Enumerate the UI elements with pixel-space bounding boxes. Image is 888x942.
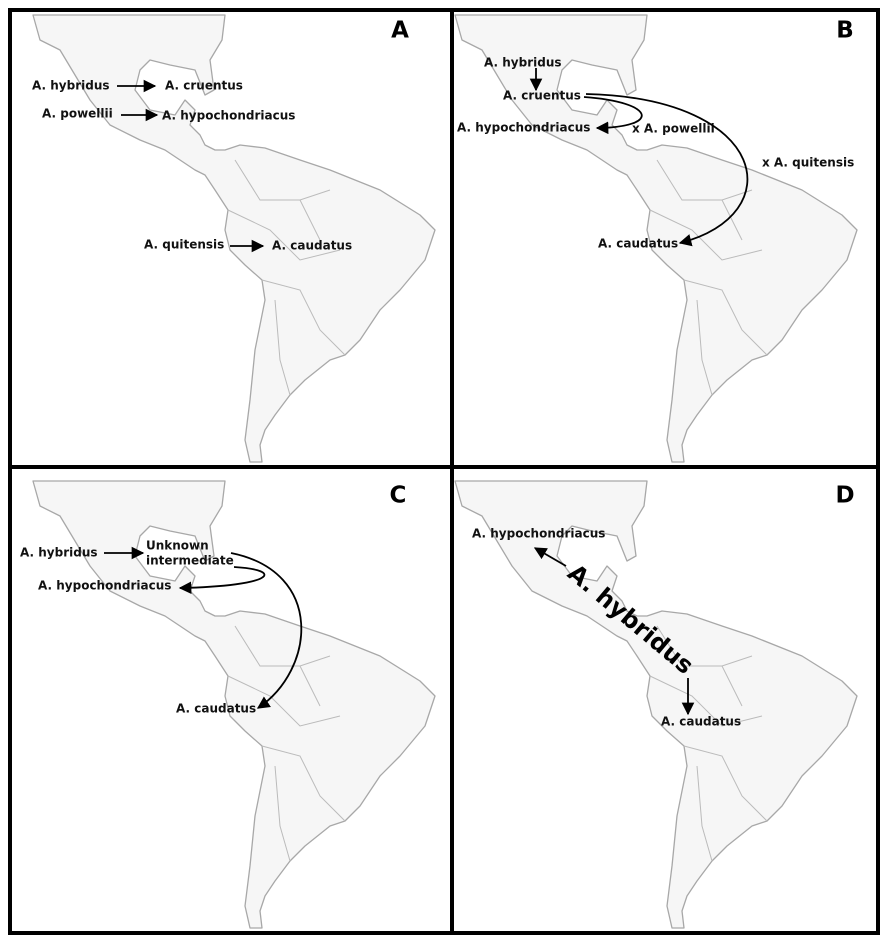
map [454,480,858,929]
species-label: A. caudatus [661,715,741,729]
species-label: A. quitensis [144,238,224,252]
species-label: A. hypochondriacus [472,527,605,541]
panel-letter: B [836,18,854,44]
arrow [230,552,303,709]
panel-c: C A. hybridus Unknown intermediate A. hy… [20,483,406,716]
panel-letter: A [391,18,409,44]
arrow [533,547,567,567]
species-label: A. caudatus [598,237,678,251]
species-label: intermediate [146,554,234,568]
panel-a: A A. hybridus A. cruentus A. powellii A.… [32,18,409,253]
arrow [178,566,266,595]
species-label: A. hypochondriacus [457,121,590,135]
species-label: A. cruentus [165,79,243,93]
species-label: x A. quitensis [762,156,854,170]
species-label: A. hybridus [20,546,98,560]
species-label: Unknown [146,539,209,553]
panel-letter: D [835,483,854,509]
frame [8,8,880,935]
species-label: A. hypochondriacus [38,579,171,593]
species-label: A. hybridus [484,56,562,70]
species-label: A. cruentus [503,89,581,103]
species-label: x A. powellii [632,122,715,136]
arrow [585,93,749,247]
arrow [583,96,643,135]
panel-b: B A. hybridus A. cruentus A. hypochondri… [457,18,854,251]
panel-letter: C [390,483,407,509]
species-label: A. hypochondriacus [162,109,295,123]
species-label: A. powellii [42,107,113,121]
species-label: A. caudatus [272,239,352,253]
species-label: A. caudatus [176,702,256,716]
species-label: A. hybridus [32,79,110,93]
